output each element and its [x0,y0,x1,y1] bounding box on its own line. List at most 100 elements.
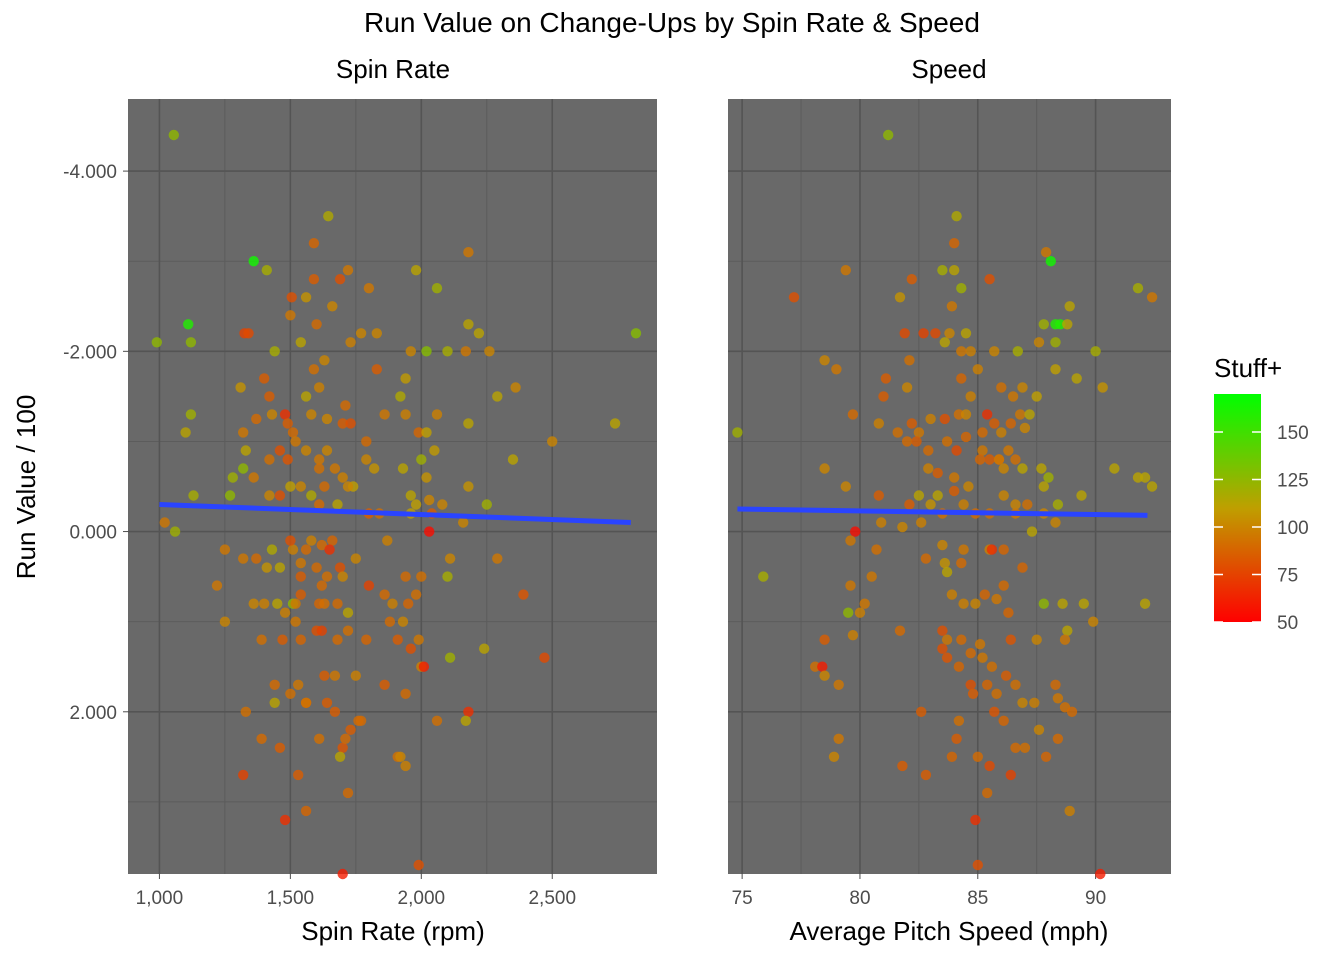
data-point [479,643,490,654]
data-point [609,418,621,429]
data-point [431,283,443,294]
data-point [965,648,976,659]
data-point [306,535,317,546]
data-point [342,625,354,636]
data-point [238,553,249,564]
data-point [1052,693,1064,704]
data-point [1059,634,1071,645]
data-point [311,319,322,330]
x-tick-label: 2,500 [528,888,576,909]
data-point [327,301,338,312]
data-point [410,265,422,276]
data-point [510,382,521,393]
legend-ticks: 50 75 100 125 150 [1214,423,1309,634]
data-point [240,445,251,456]
data-point [949,485,960,497]
data-point [904,355,915,366]
data-point [327,535,338,546]
data-point [899,328,910,339]
data-point [845,580,856,591]
data-point [901,436,913,447]
data-point [384,616,396,627]
data-point [1052,733,1064,744]
data-point [984,760,995,772]
x-tick-label: 75 [732,888,753,909]
data-point [300,391,312,402]
data-point [788,292,800,303]
data-point [963,481,974,492]
data-point [169,526,181,537]
data-point [319,355,330,366]
data-point [991,593,1002,605]
data-point [953,715,965,726]
data-point [1109,463,1120,474]
data-point [371,364,382,375]
data-point [1139,598,1151,609]
data-point [1132,283,1144,294]
data-point [1010,499,1021,510]
trend-line [159,502,631,526]
data-point [1064,805,1075,817]
data-point [168,129,179,141]
data-point [998,490,1009,501]
data-point [211,580,223,591]
data-point [1019,742,1031,753]
data-point [989,418,1000,429]
data-point [953,661,965,672]
data-point [416,454,427,465]
data-point [925,499,936,510]
data-point [371,328,382,339]
data-point [1031,634,1042,645]
data-point [261,562,272,573]
data-point [421,427,432,438]
data-point [334,274,346,285]
data-point [986,544,998,555]
data-point [967,688,979,699]
data-point [306,490,317,501]
data-point [982,787,993,799]
data-point [518,589,529,600]
data-point [1031,391,1042,402]
data-point [413,859,424,871]
data-point [932,467,943,479]
data-point [1050,364,1061,375]
y-tick-label: 0.000 [69,523,117,544]
data-point [300,697,312,708]
data-point [859,598,870,609]
data-point [314,382,325,393]
data-point [1017,382,1028,393]
data-point [363,580,375,591]
data-point [941,634,953,645]
data-point [993,454,1005,465]
data-point [949,238,960,249]
data-point [817,661,828,672]
data-point [295,481,306,492]
data-point [1003,445,1014,456]
data-point [418,661,430,672]
data-point [883,129,894,141]
data-point [416,571,427,582]
data-point [923,445,934,456]
data-point [323,211,334,222]
data-point [989,346,1000,357]
data-point [946,751,958,762]
data-point [984,454,995,465]
data-point [507,454,519,465]
data-point [960,409,972,420]
data-point [897,521,908,533]
data-point [256,634,267,645]
data-point [916,517,927,528]
data-point [274,742,286,753]
data-point [314,454,325,465]
data-point [1078,598,1090,609]
data-point [991,688,1002,699]
x-axis-title-spin: Spin Rate (rpm) [301,916,485,946]
data-point [873,418,884,429]
data-point [259,373,270,384]
data-point [444,553,456,564]
data-point [732,427,743,438]
data-point [340,400,351,411]
data-point [850,526,861,537]
data-point [878,391,889,402]
data-point [458,517,469,528]
